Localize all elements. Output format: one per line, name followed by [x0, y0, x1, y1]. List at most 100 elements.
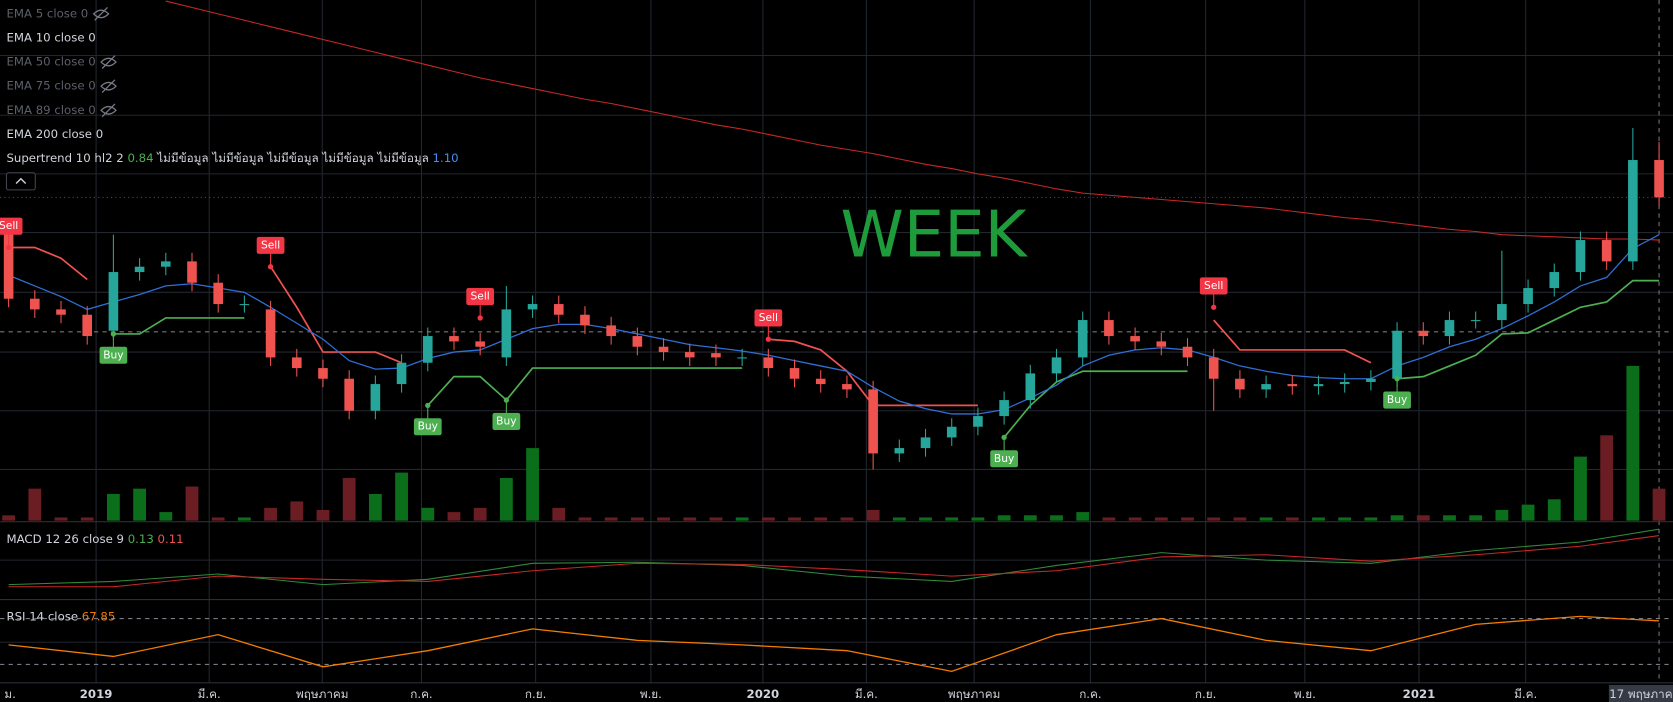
candle-body	[1523, 288, 1533, 305]
date-highlight	[1608, 684, 1673, 702]
volume-bar	[814, 517, 828, 521]
signal-label: Sell	[471, 290, 490, 303]
volume-bar	[316, 509, 330, 521]
x-tick-label: ก.ย.	[1195, 687, 1216, 701]
candle-body	[56, 309, 66, 315]
signal-box	[1383, 391, 1411, 409]
legend-value: ไม่มีข้อมูล	[266, 150, 318, 165]
signal-box	[492, 412, 521, 430]
signal-label: Buy	[496, 414, 516, 427]
candle-body	[213, 282, 223, 305]
supertrend-up	[1003, 370, 1188, 438]
candle-body	[658, 346, 669, 353]
candle-body	[108, 272, 119, 331]
candle-body	[737, 357, 747, 359]
signal-box	[256, 236, 285, 254]
candle-body	[265, 309, 276, 358]
volume-bar	[1469, 515, 1483, 521]
volume-bar	[54, 517, 68, 521]
volume-bar	[1600, 435, 1614, 521]
candle-body	[1444, 320, 1455, 337]
volume-bar	[342, 477, 356, 521]
candle-body	[1339, 381, 1350, 385]
candle-body	[1077, 320, 1088, 358]
candle-body	[160, 261, 171, 267]
candle-body	[580, 314, 590, 326]
candle-body	[1182, 346, 1193, 358]
legend-value: ไม่มีข้อมูล	[156, 150, 208, 165]
macd-legend: MACD 12 26 close 9 0.13 0.11	[6, 531, 183, 545]
x-tick-label: ก.ย.	[525, 687, 546, 701]
ema-legend: EMA 10 close 0	[6, 30, 95, 44]
volume-bar	[683, 517, 697, 521]
volume-bar	[80, 517, 94, 521]
volume-bar	[395, 472, 408, 521]
volume-bar	[919, 517, 932, 521]
ema-legend: EMA 75 close 0	[6, 79, 95, 93]
candle-body	[842, 384, 852, 390]
volume-bar	[840, 517, 854, 521]
signal-label: Sell	[0, 219, 18, 232]
candle-body	[3, 229, 14, 299]
hidden-icon[interactable]	[100, 55, 117, 69]
volume-bar	[264, 507, 277, 521]
candle-body	[449, 336, 459, 342]
volume-bar	[211, 517, 225, 521]
volume-bar	[1521, 504, 1535, 521]
volume-bar	[1574, 456, 1587, 521]
candle-body	[291, 357, 302, 369]
candle-body	[946, 426, 957, 438]
volume-bar	[1259, 517, 1273, 521]
candle-body	[1392, 330, 1402, 379]
hidden-icon[interactable]	[100, 103, 117, 118]
volume-bar	[28, 488, 42, 521]
volume-bar	[1050, 515, 1063, 521]
x-tick-label: มี.ค.	[1514, 687, 1537, 701]
supertrend-down	[269, 266, 402, 364]
candle-body	[1104, 320, 1114, 337]
x-tick-label: ก.ค.	[1079, 687, 1101, 701]
volume-bar	[630, 517, 644, 521]
volume-bar	[526, 448, 539, 521]
signal-label: Sell	[759, 311, 778, 324]
volume-bar	[1312, 517, 1325, 521]
volume-bar	[971, 517, 985, 521]
volume-bar	[1443, 515, 1456, 521]
candle-body	[632, 336, 643, 347]
signal-label: Buy	[103, 348, 123, 361]
volume-bar	[159, 512, 173, 521]
hidden-icon[interactable]	[100, 79, 117, 94]
candle-body	[815, 378, 826, 385]
volume-bar	[1102, 517, 1116, 521]
signal-box	[466, 288, 495, 306]
hidden-icon[interactable]	[92, 7, 110, 21]
volume-bar	[1390, 515, 1404, 521]
volume-bar	[1495, 509, 1509, 521]
candle-body	[711, 353, 721, 358]
x-tick-label: 2020	[747, 687, 780, 701]
collapse-button[interactable]	[5, 172, 36, 191]
volume-bar	[1128, 517, 1142, 521]
volume-bar	[368, 493, 382, 521]
candle-body	[1575, 240, 1586, 273]
macd-signal-line	[8, 535, 1660, 588]
candle-body	[422, 336, 433, 363]
volume-bar	[1547, 499, 1561, 521]
candle-body	[82, 314, 93, 337]
volume-bar	[604, 517, 618, 521]
volume-bar	[1233, 517, 1247, 521]
candle-body	[396, 362, 407, 385]
rsi-legend: RSI 14 close 67.85	[6, 609, 115, 623]
volume-bar	[1076, 512, 1090, 521]
x-tick-label: พ.ย.	[640, 687, 662, 701]
volume-bar	[1285, 517, 1299, 521]
candle-body	[763, 357, 774, 369]
candle-body	[1287, 384, 1298, 387]
supertrend-up	[1396, 279, 1660, 380]
volume-bar	[735, 517, 749, 521]
candle-body	[1313, 384, 1324, 387]
x-tick-label: 2021	[1403, 687, 1436, 701]
volume-bar	[578, 517, 592, 521]
